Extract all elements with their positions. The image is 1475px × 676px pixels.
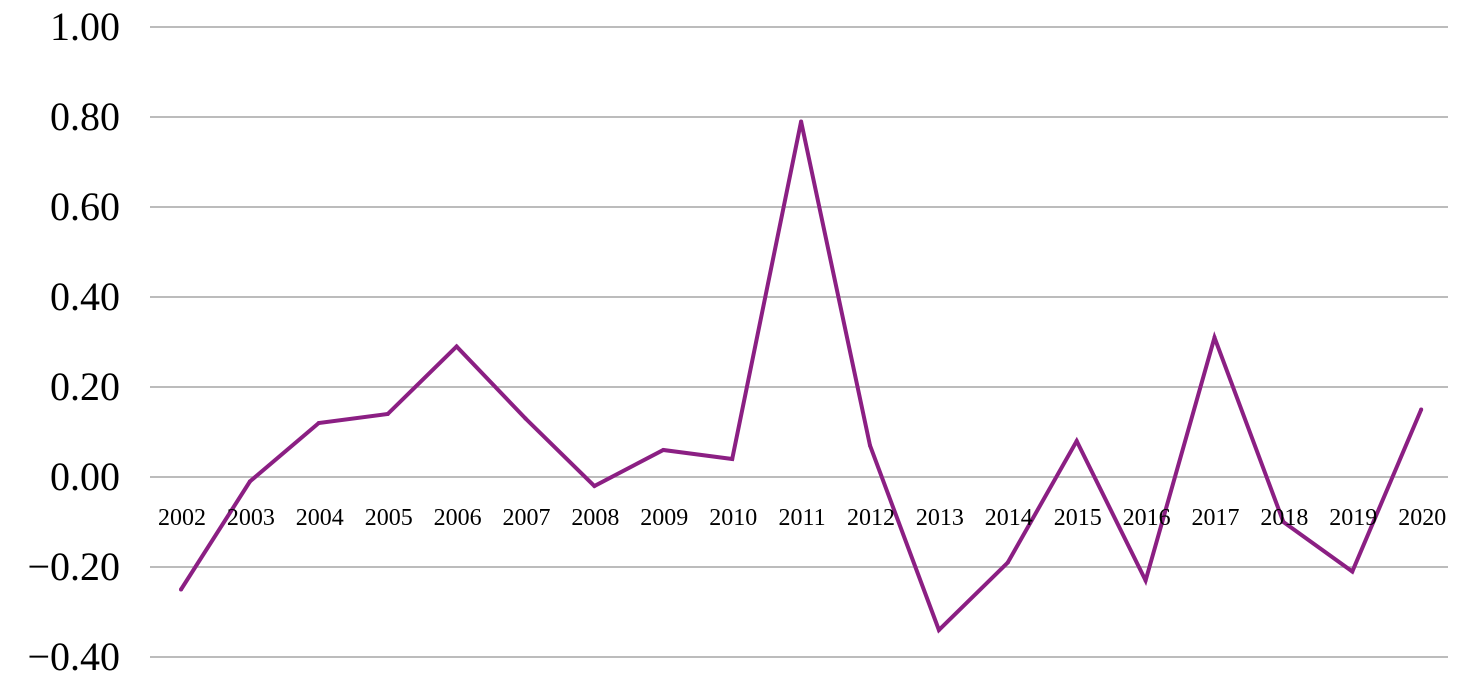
data-point [247, 479, 252, 484]
y-tick-label: 0.40 [50, 274, 120, 319]
data-point [1074, 439, 1079, 443]
data-point [661, 448, 666, 452]
y-tick-label: −0.20 [27, 544, 120, 589]
data-point [385, 412, 390, 416]
data-point [730, 457, 735, 461]
data-point [316, 421, 321, 425]
gridlines [150, 26, 1448, 658]
data-point [523, 416, 528, 421]
x-tick-label: 2007 [503, 505, 551, 531]
x-tick-label: 2002 [158, 505, 206, 531]
y-tick-label: 0.00 [50, 454, 120, 499]
series-group [179, 119, 1424, 634]
series-line [179, 121, 1424, 634]
x-tick-label: 2009 [640, 505, 688, 531]
data-point [1212, 335, 1217, 340]
data-point [454, 344, 459, 349]
x-tick-label: 2003 [227, 505, 275, 531]
x-tick-label: 2013 [916, 505, 964, 531]
x-tick-label: 2015 [1054, 505, 1102, 531]
x-tick-label: 2010 [709, 505, 757, 531]
y-tick-label: 0.20 [50, 364, 120, 409]
data-point [1005, 560, 1010, 565]
x-tick-label: 2017 [1192, 505, 1240, 531]
x-tick-label: 2020 [1398, 505, 1446, 531]
data-point [179, 587, 183, 592]
y-tick-label: −0.40 [27, 634, 120, 676]
x-tick-label: 2005 [365, 505, 413, 531]
y-axis-tick-labels: 1.00 0.80 0.60 0.40 0.20 0.00 −0.20 −0.40 [27, 4, 120, 676]
data-point [1281, 520, 1286, 524]
x-tick-label: 2018 [1260, 505, 1308, 531]
data-point [1350, 569, 1355, 574]
x-axis-tick-labels: 2002 2003 2004 2005 2006 2007 2008 2009 2010 2011… [158, 505, 1446, 531]
x-tick-label: 2006 [434, 505, 482, 531]
y-tick-label: 1.00 [50, 4, 120, 49]
data-point [592, 484, 597, 488]
x-tick-label: 2011 [779, 505, 826, 531]
x-tick-label: 2008 [571, 505, 619, 531]
y-tick-label: 0.60 [50, 184, 120, 229]
x-tick-label: 2012 [847, 505, 895, 531]
x-tick-label: 2004 [296, 505, 344, 531]
data-point [936, 628, 941, 632]
y-tick-label: 0.80 [50, 94, 120, 139]
data-point [868, 443, 872, 448]
data-point [1419, 407, 1424, 412]
data-point [799, 119, 804, 124]
x-tick-label: 2014 [985, 505, 1033, 531]
x-tick-label: 2019 [1329, 505, 1377, 531]
x-tick-label: 2016 [1123, 505, 1171, 531]
data-point [1143, 578, 1148, 583]
